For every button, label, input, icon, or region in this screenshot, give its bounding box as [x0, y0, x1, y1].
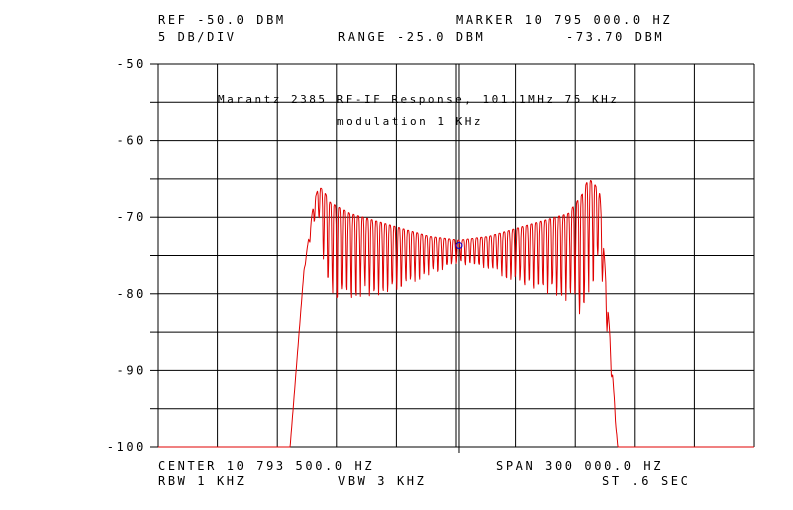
y-tick-label: -100: [107, 440, 146, 454]
marker-level-readout: -73.70 DBM: [566, 30, 664, 44]
range-readout: RANGE -25.0 DBM: [338, 30, 485, 44]
y-tick-label: -80: [117, 287, 146, 301]
response-trace: [157, 180, 755, 448]
marker-point: [455, 242, 463, 250]
y-tick-label: -70: [117, 210, 146, 224]
chart-subtitle: modulation 1 KHz: [337, 115, 483, 128]
span-readout: SPAN 300 000.0 HZ: [496, 459, 663, 473]
y-tick-label: -50: [117, 57, 146, 71]
marker-frequency-readout: MARKER 10 795 000.0 HZ: [456, 13, 672, 27]
rbw-readout: RBW 1 KHZ: [158, 474, 246, 488]
ref-level-readout: REF -50.0 DBM: [158, 13, 286, 27]
y-axis-tick-labels: -50 -60 -70 -80 -90 -100: [107, 57, 146, 454]
y-tick-label: -90: [117, 363, 146, 377]
y-tick-label: -60: [117, 134, 146, 148]
vbw-readout: VBW 3 KHZ: [338, 474, 426, 488]
sweep-time-readout: ST .6 SEC: [602, 474, 690, 488]
center-frequency-readout: CENTER 10 793 500.0 HZ: [158, 459, 374, 473]
scale-readout: 5 DB/DIV: [158, 30, 237, 44]
chart-title: Marantz 2385 RF-IF Response, 101.1MHz 75…: [218, 93, 619, 106]
